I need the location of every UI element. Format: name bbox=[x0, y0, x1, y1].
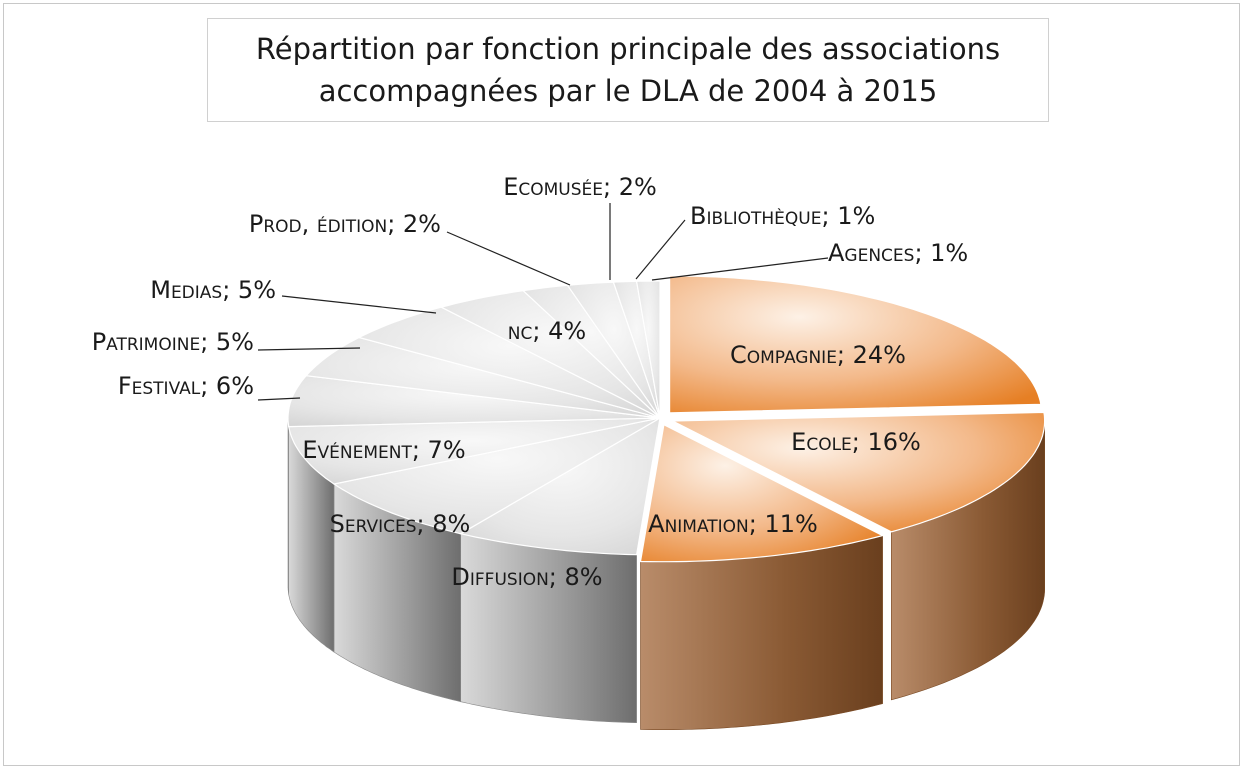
pie-top-layer bbox=[287, 275, 1046, 563]
pie-slice-side bbox=[640, 535, 883, 730]
leader-line bbox=[651, 257, 829, 281]
pie-slice-compagnie[interactable] bbox=[669, 275, 1042, 414]
pie-slice-nc[interactable] bbox=[439, 289, 661, 419]
chart-title: Répartition par fonction principale des … bbox=[207, 18, 1049, 122]
leader-lines bbox=[257, 203, 829, 401]
leader-line bbox=[257, 397, 301, 401]
pie-side-layer bbox=[287, 418, 1045, 730]
pie-slice-side bbox=[287, 418, 289, 595]
slice-label: Diffusion; 8% bbox=[451, 563, 602, 591]
slice-label: Ecomusée; 2% bbox=[503, 173, 657, 201]
pie-slice-festival[interactable] bbox=[287, 375, 661, 428]
slice-label: Prod, édition; 2% bbox=[249, 210, 441, 238]
leader-line bbox=[257, 347, 361, 351]
leader-line bbox=[281, 295, 437, 314]
slice-label: Patrimoine; 5% bbox=[92, 328, 254, 356]
pie-slice-medias[interactable] bbox=[357, 306, 661, 419]
chart-title-line-1: Répartition par fonction principale des … bbox=[255, 32, 1001, 66]
chart-title-line-2: accompagnées par le DLA de 2004 à 2015 bbox=[318, 74, 938, 108]
slice-label: Ecole; 16% bbox=[791, 428, 921, 456]
pie-slice-animation[interactable] bbox=[639, 423, 885, 563]
pie-slice-bibliothèque[interactable] bbox=[612, 280, 661, 419]
leader-line bbox=[635, 219, 686, 280]
pie-slice-patrimoine[interactable] bbox=[304, 336, 661, 419]
pie-slice-diffusion[interactable] bbox=[459, 416, 661, 556]
slice-labels: Compagnie; 24% Ecole; 16% Animation; 11% Di… bbox=[92, 173, 969, 591]
slice-label: Animation; 11% bbox=[648, 510, 818, 538]
slice-label: Compagnie; 24% bbox=[730, 341, 906, 369]
slice-label: nc; 4% bbox=[508, 317, 586, 345]
slice-label: Services; 8% bbox=[330, 510, 471, 538]
slice-label: Bibliothèque; 1% bbox=[690, 202, 875, 230]
pie-slice-services[interactable] bbox=[332, 417, 661, 535]
pie-slice-evénement[interactable] bbox=[287, 417, 661, 485]
slice-label: Evénement; 7% bbox=[302, 436, 465, 464]
slice-label: Medias; 5% bbox=[150, 276, 276, 304]
pie-slice-ecomusée[interactable] bbox=[566, 281, 661, 419]
pie-slice-ecole[interactable] bbox=[672, 411, 1046, 533]
slice-label: Festival; 6% bbox=[118, 372, 254, 400]
leader-line bbox=[446, 231, 571, 286]
slice-label: Agences; 1% bbox=[828, 239, 968, 267]
pie-slice-prod-édition[interactable] bbox=[521, 284, 661, 419]
pie-slice-agences[interactable] bbox=[635, 280, 661, 419]
